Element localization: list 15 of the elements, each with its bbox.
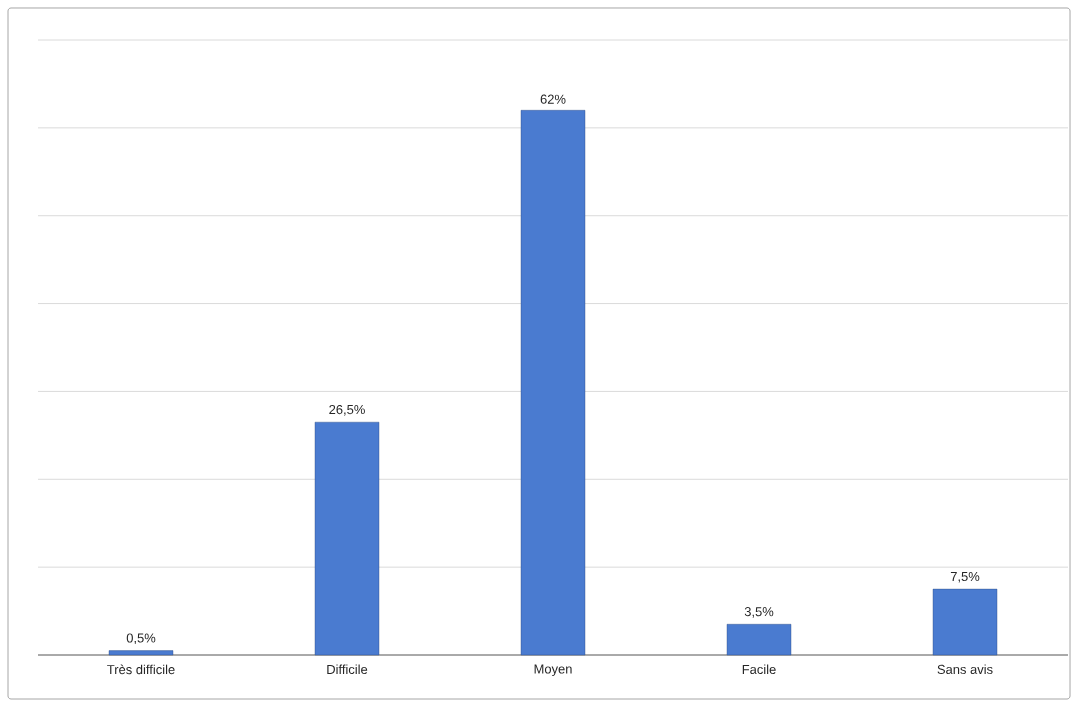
data-label: 7,5% xyxy=(950,571,980,583)
x-tick-label: Moyen xyxy=(534,664,572,677)
data-label: 3,5% xyxy=(744,607,774,618)
bar xyxy=(520,110,586,656)
bar xyxy=(726,624,792,656)
x-tick-label: Difficile xyxy=(327,664,368,675)
bar xyxy=(932,588,998,656)
x-tick-label: Sans avis xyxy=(937,664,993,675)
bar xyxy=(314,421,380,656)
data-label: 62% xyxy=(540,94,566,104)
x-tick-label: Facile xyxy=(742,664,776,675)
data-label: 26,5% xyxy=(329,404,365,416)
data-label: 0,5% xyxy=(126,633,156,645)
bar xyxy=(108,650,174,656)
x-tick-label: Très difficile xyxy=(107,664,175,675)
